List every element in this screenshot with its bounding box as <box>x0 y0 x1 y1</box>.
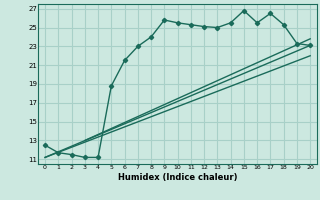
X-axis label: Humidex (Indice chaleur): Humidex (Indice chaleur) <box>118 173 237 182</box>
